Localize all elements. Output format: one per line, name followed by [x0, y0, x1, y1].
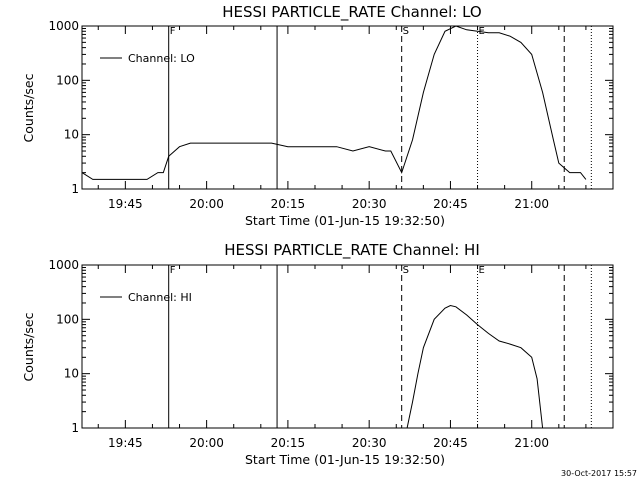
lo-y-tick-label: 1	[71, 182, 79, 196]
hi-x-tick-label: 20:15	[271, 436, 306, 450]
hi-y-tick-label: 10	[64, 367, 79, 381]
hi-x-tick-label: 19:45	[108, 436, 143, 450]
lo-series-line	[81, 25, 587, 180]
hi-x-tick-label: 21:00	[514, 436, 549, 450]
lo-x-tick-label: 21:00	[514, 197, 549, 211]
lo-x-tick-label: 20:30	[352, 197, 387, 211]
hi-y-tick-label: 1	[71, 421, 79, 435]
lo-y-tick-label: 1000	[48, 19, 79, 33]
lo-time-marker-label-2: S	[403, 26, 409, 37]
lo-channel-panel: HESSI PARTICLE_RATE Channel: LO Counts/s…	[21, 3, 614, 228]
hi-time-marker-label-3: E	[479, 265, 485, 276]
hi-time-marker-label-2: S	[403, 265, 409, 276]
lo-y-axis-label: Counts/sec	[21, 73, 36, 142]
hi-x-tick-label: 20:45	[433, 436, 468, 450]
hi-plot-frame	[81, 264, 614, 429]
lo-y-tick-label: 10	[64, 128, 79, 142]
hi-x-tick-label: 20:00	[189, 436, 224, 450]
hi-chart-title: HESSI PARTICLE_RATE Channel: HI	[224, 241, 480, 260]
lo-x-tick-label: 19:45	[108, 197, 143, 211]
lo-y-tick-label: 100	[56, 73, 79, 87]
lo-x-axis-label: Start Time (01-Jun-15 19:32:50)	[245, 213, 445, 228]
hi-channel-panel: HESSI PARTICLE_RATE Channel: HI Counts/s…	[21, 241, 614, 467]
hi-x-axis-label: Start Time (01-Jun-15 19:32:50)	[245, 452, 445, 467]
lo-plot-frame	[81, 25, 614, 190]
generation-timestamp: 30-Oct-2017 15:57	[561, 469, 637, 478]
hi-x-tick-label: 20:30	[352, 436, 387, 450]
hi-y-tick-label: 100	[56, 312, 79, 326]
hi-legend-label: Channel: HI	[128, 291, 192, 304]
lo-time-marker-label-0: F	[170, 26, 176, 37]
lo-chart-title: HESSI PARTICLE_RATE Channel: LO	[222, 3, 481, 22]
lo-x-tick-label: 20:00	[189, 197, 224, 211]
lo-x-tick-label: 20:15	[271, 197, 306, 211]
hi-y-tick-label: 1000	[48, 258, 79, 272]
lo-x-tick-label: 20:45	[433, 197, 468, 211]
hi-series-line	[406, 304, 544, 429]
hi-y-axis-label: Counts/sec	[21, 312, 36, 381]
lo-legend-label: Channel: LO	[128, 52, 195, 65]
hi-time-marker-label-0: F	[170, 265, 176, 276]
